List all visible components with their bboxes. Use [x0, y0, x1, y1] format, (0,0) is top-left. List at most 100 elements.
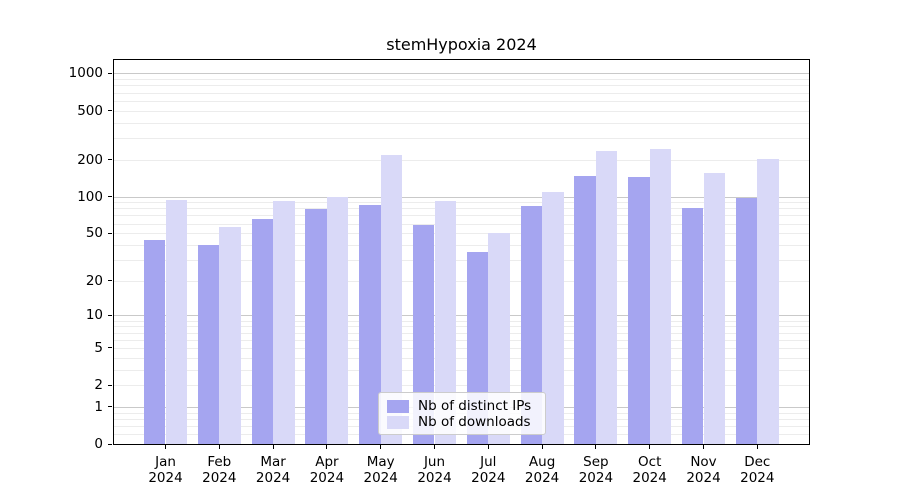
x-tick-label: Feb 2024 [187, 454, 251, 486]
y-tick-label: 200 [77, 151, 103, 168]
x-tick-label: Jul 2024 [456, 454, 520, 486]
x-tick-mark [703, 445, 704, 449]
x-tick-mark [487, 445, 489, 449]
x-tick-label-year: 2024 [202, 469, 237, 486]
x-tick-label-month: Mar [260, 453, 286, 470]
minor-gridline [113, 137, 810, 139]
bar-distinct-ips-may [359, 204, 381, 445]
bar-distinct-ips-jan [143, 239, 166, 445]
x-tick-label: Mar 2024 [241, 454, 305, 486]
x-tick-label-year: 2024 [740, 469, 775, 486]
x-tick-mark [380, 445, 382, 449]
bar-downloads-apr [326, 196, 349, 445]
x-tick-label-month: Jun [423, 453, 446, 470]
minor-gridline [113, 280, 810, 282]
x-tick-label-month: Oct [638, 453, 662, 470]
y-tick-mark [108, 72, 112, 74]
y-tick-mark [108, 384, 112, 386]
y-tick-mark [108, 406, 112, 408]
x-tick-label-month: Jul [480, 453, 497, 470]
legend-label-downloads: Nb of downloads [418, 414, 531, 430]
x-tick-label-month: Dec [744, 453, 771, 470]
x-tick-label: Sep 2024 [564, 454, 628, 486]
bar-downloads-sep [595, 150, 618, 445]
x-tick-label-month: Aug [528, 453, 556, 470]
y-tick-label: 1000 [68, 65, 103, 82]
y-tick-label: 10 [85, 307, 103, 324]
minor-gridline [113, 369, 810, 371]
x-tick-label-year: 2024 [417, 469, 452, 486]
bar-distinct-ips-dec [735, 198, 758, 445]
y-tick-label: 0 [94, 436, 103, 452]
y-tick-mark [108, 110, 112, 112]
minor-gridline [113, 85, 810, 87]
y-tick-label: 2 [94, 377, 103, 394]
x-tick-label: Nov 2024 [672, 454, 736, 486]
y-tick-mark [108, 159, 112, 161]
minor-gridline [113, 385, 810, 387]
minor-gridline [113, 320, 810, 322]
minor-gridline [113, 357, 810, 359]
y-tick-label: 5 [94, 339, 103, 356]
bar-distinct-ips-aug [520, 205, 543, 445]
minor-gridline [113, 159, 810, 161]
minor-gridline [113, 326, 810, 328]
minor-gridline [113, 100, 810, 102]
y-tick-label: 500 [77, 102, 103, 119]
x-tick-label: Dec 2024 [725, 454, 789, 486]
x-tick-label-month: Apr [315, 453, 339, 470]
bar-distinct-ips-apr [305, 209, 327, 445]
legend-label-distinct-ips: Nb of distinct IPs [418, 398, 532, 414]
x-tick-label-month: Nov [690, 453, 717, 470]
legend: Nb of distinct IPs Nb of downloads [378, 392, 546, 435]
x-tick-mark [165, 445, 166, 449]
minor-gridline [113, 215, 810, 217]
y-tick-mark [108, 347, 112, 349]
bar-distinct-ips-mar [251, 219, 274, 445]
minor-gridline [113, 122, 810, 124]
x-tick-label: Aug 2024 [510, 454, 574, 486]
minor-gridline [113, 347, 810, 349]
bar-downloads-jun [434, 200, 457, 445]
major-gridline [113, 315, 810, 317]
x-tick-mark [434, 445, 435, 449]
minor-gridline [113, 244, 810, 246]
minor-gridline [113, 110, 810, 112]
bar-downloads-feb [219, 227, 241, 445]
x-tick-label: Jan 2024 [134, 454, 198, 486]
x-tick-label-year: 2024 [148, 469, 183, 486]
y-tick-mark [108, 232, 112, 234]
x-tick-label: Oct 2024 [618, 454, 682, 486]
chart-title: stemHypoxia 2024 [386, 35, 537, 54]
bar-distinct-ips-oct [628, 177, 650, 445]
legend-item-distinct-ips: Nb of distinct IPs [387, 398, 537, 414]
minor-gridline [113, 259, 810, 261]
x-tick-mark [218, 445, 220, 449]
minor-gridline [113, 79, 810, 81]
x-tick-label-month: Feb [207, 453, 232, 470]
x-tick-label-year: 2024 [255, 469, 291, 486]
x-tick-mark [595, 445, 597, 449]
bar-downloads-oct [649, 148, 672, 445]
legend-swatch-distinct-ips [387, 399, 409, 413]
legend-item-downloads: Nb of downloads [387, 414, 537, 430]
x-tick-label-month: May [366, 453, 395, 470]
minor-gridline [113, 332, 810, 334]
y-tick-label: 50 [85, 225, 103, 242]
bar-distinct-ips-nov [681, 207, 704, 445]
major-gridline [113, 196, 810, 198]
x-tick-mark [649, 445, 651, 449]
x-tick-label-year: 2024 [524, 469, 560, 486]
x-tick-label-year: 2024 [686, 469, 721, 486]
x-tick-label-year: 2024 [632, 469, 667, 486]
x-tick-label-month: Jan [155, 453, 176, 470]
x-tick-label-year: 2024 [363, 469, 398, 486]
major-gridline [113, 73, 810, 75]
x-tick-label: Jun 2024 [403, 454, 467, 486]
minor-gridline [113, 223, 810, 225]
y-tick-label: 100 [77, 188, 103, 205]
x-tick-mark [541, 445, 543, 449]
x-tick-label: Apr 2024 [295, 454, 359, 486]
minor-gridline [113, 202, 810, 204]
bar-downloads-aug [542, 192, 564, 445]
